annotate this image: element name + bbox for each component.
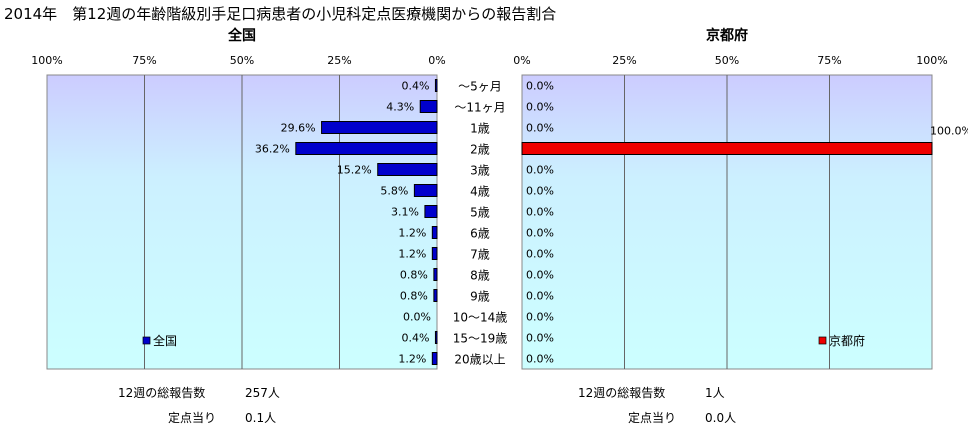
age-category-label: 4歳	[470, 185, 490, 199]
national-tick-label: 25%	[327, 54, 351, 67]
national-per-value: 0.1人	[245, 411, 277, 425]
kyoto-data-label: 0.0%	[526, 122, 554, 135]
national-tick-label: 0%	[428, 54, 445, 67]
chart-title: 2014年 第12週の年齢階級別手足口病患者の小児科定点医療機関からの報告割合	[4, 5, 557, 23]
age-category-label: 7歳	[470, 248, 490, 262]
kyoto-data-label: 0.0%	[526, 269, 554, 282]
kyoto-data-label: 0.0%	[526, 332, 554, 345]
kyoto-panel-title: 京都府	[706, 27, 748, 44]
national-data-label: 15.2%	[337, 164, 372, 177]
kyoto-total-value: 1人	[705, 386, 725, 400]
age-category-label: ～5ヶ月	[458, 80, 502, 94]
age-category-label: 6歳	[470, 227, 490, 241]
age-category-label: 2歳	[470, 143, 490, 157]
national-legend-swatch	[142, 336, 151, 345]
age-category-label: 15～19歳	[453, 332, 508, 346]
kyoto-total-label: 12週の総報告数	[578, 386, 666, 400]
national-tick-label: 75%	[132, 54, 156, 67]
national-bar	[434, 331, 438, 344]
national-data-label: 0.4%	[401, 80, 429, 93]
kyoto-data-label: 0.0%	[526, 101, 554, 114]
age-category-label: 10～14歳	[453, 311, 508, 325]
kyoto-tick-label: 100%	[916, 54, 947, 67]
national-bar	[377, 163, 438, 176]
national-data-label: 29.6%	[281, 122, 316, 135]
national-data-label: 3.1%	[391, 206, 419, 219]
national-bar	[321, 121, 438, 134]
national-bar	[433, 268, 438, 281]
kyoto-data-label: 100.0%	[930, 125, 968, 138]
kyoto-data-label: 0.0%	[526, 206, 554, 219]
kyoto-data-label: 0.0%	[526, 290, 554, 303]
national-data-label: 1.2%	[398, 248, 426, 261]
age-category-label: 3歳	[470, 164, 490, 178]
national-tick-label: 50%	[230, 54, 254, 67]
kyoto-tick-label: 50%	[715, 54, 739, 67]
kyoto-legend-label: 京都府	[829, 333, 865, 348]
kyoto-data-label: 0.0%	[526, 353, 554, 366]
national-bar	[295, 142, 438, 155]
national-data-label: 5.8%	[380, 185, 408, 198]
national-tick-label: 100%	[31, 54, 62, 67]
kyoto-data-label: 0.0%	[526, 311, 554, 324]
national-data-label: 1.2%	[398, 353, 426, 366]
age-category-label: ～11ヶ月	[454, 101, 505, 115]
national-data-label: 0.8%	[400, 269, 428, 282]
kyoto-data-label: 0.0%	[526, 164, 554, 177]
national-bar	[431, 247, 438, 260]
kyoto-data-label: 0.0%	[526, 80, 554, 93]
kyoto-per-value: 0.0人	[705, 411, 737, 425]
age-category-label: 5歳	[470, 206, 490, 220]
national-data-label: 36.2%	[255, 143, 290, 156]
kyoto-data-label: 0.0%	[526, 185, 554, 198]
national-bar	[434, 79, 438, 92]
national-bar	[419, 100, 438, 113]
national-panel-title: 全国	[227, 27, 256, 44]
national-data-label: 4.3%	[386, 101, 414, 114]
age-category-label: 9歳	[470, 290, 490, 304]
age-category-label: 8歳	[470, 269, 490, 283]
national-data-label: 0.4%	[401, 332, 429, 345]
national-bar	[433, 289, 438, 302]
kyoto-bar	[521, 142, 933, 155]
age-category-label: 20歳以上	[454, 353, 505, 367]
national-bar	[413, 184, 438, 197]
kyoto-tick-label: 0%	[513, 54, 530, 67]
kyoto-tick-label: 25%	[612, 54, 636, 67]
national-data-label: 1.2%	[398, 227, 426, 240]
national-per-label: 定点当り	[168, 411, 217, 425]
age-category-label: 1歳	[470, 122, 490, 136]
kyoto-legend-swatch	[818, 336, 827, 345]
national-bar	[424, 205, 438, 218]
national-data-label: 0.0%	[403, 311, 431, 324]
national-total-value: 257人	[245, 386, 280, 400]
kyoto-per-label: 定点当り	[628, 411, 677, 425]
national-bar	[431, 226, 438, 239]
national-legend-label: 全国	[153, 333, 177, 348]
national-bar	[431, 352, 438, 365]
national-total-label: 12週の総報告数	[118, 386, 206, 400]
kyoto-tick-label: 75%	[817, 54, 841, 67]
kyoto-data-label: 0.0%	[526, 248, 554, 261]
national-data-label: 0.8%	[400, 290, 428, 303]
kyoto-data-label: 0.0%	[526, 227, 554, 240]
